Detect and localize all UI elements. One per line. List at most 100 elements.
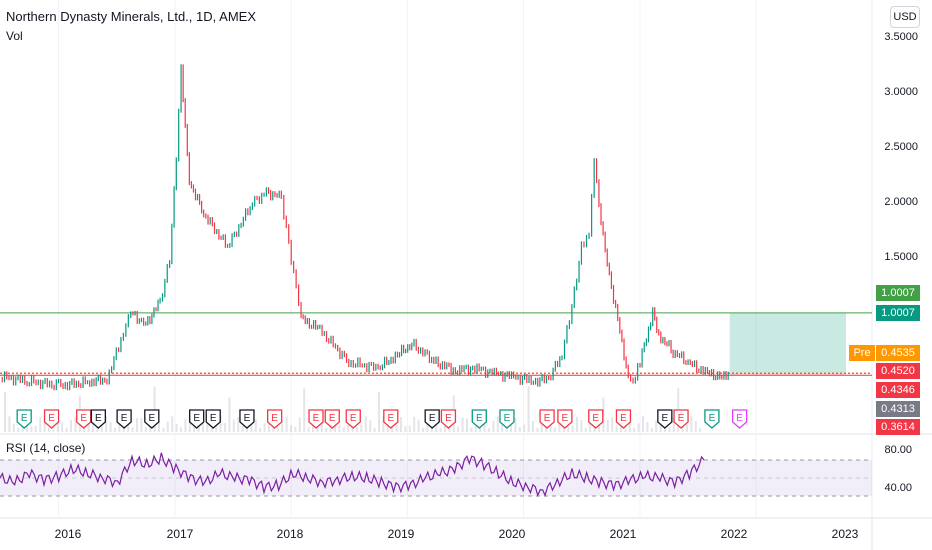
volume-bar [391,427,394,432]
volume-bar [672,417,675,432]
earnings-marker-label: E [95,413,102,424]
stop-zone [729,373,846,376]
earnings-marker-label: E [504,413,511,424]
currency-button[interactable]: USD [890,6,920,28]
volume-bar [518,426,521,432]
rsi-tick-40: 40.00 [884,482,912,494]
volume-bar [166,421,169,432]
volume-bar [386,423,389,432]
volume-bar [285,416,288,432]
volume-bar [505,426,508,432]
earnings-marker [266,409,283,429]
volume-bar [17,427,20,432]
volume-bar [655,420,658,432]
time-tick-2021: 2021 [609,527,637,541]
volume-bar [417,419,420,432]
earnings-marker-label: E [476,413,483,424]
earnings-marker-label: E [313,413,320,424]
volume-bar [184,418,187,432]
volume-bar [171,416,174,432]
time-tick-2017: 2017 [166,527,194,541]
earnings-marker-label: E [329,413,336,424]
volume-bar [404,426,407,432]
volume-bar [584,427,587,432]
volume-bar [193,426,196,432]
volume-bar [598,422,600,432]
earnings-marker-label: E [121,413,128,424]
volume-bar [118,420,121,432]
volume-bar [224,423,226,432]
volume-bar [219,416,222,432]
volume-bar [620,426,622,432]
volume-bar [237,416,240,432]
volume-bar [92,418,94,432]
volume-bar [686,424,688,432]
volume-bar [210,427,213,432]
volume-bar [202,416,204,432]
volume-bar [246,426,248,432]
volume-bar [466,418,468,432]
earnings-marker [90,409,106,429]
volume-bar [140,418,143,432]
volume-bar [439,427,442,432]
time-tick-2023: 2023 [831,527,859,541]
volume-bar [554,427,556,432]
earnings-marker-label: E [193,413,200,424]
volume-bar [373,427,376,432]
earnings-marker-label: E [562,413,569,424]
earnings-marker-label: E [661,413,668,424]
earnings-marker [383,409,399,429]
earnings-marker-label: E [244,413,251,424]
volume-bar [532,420,534,432]
earnings-marker-label: E [678,413,685,424]
volume-label: Vol [6,29,23,43]
volume-bar [180,427,182,432]
volume-bar [268,416,270,432]
volume-bar [153,386,156,432]
volume-bar [43,419,46,432]
volume-bar [408,425,411,432]
earnings-marker [673,409,689,429]
rsi-line [0,452,705,498]
volume-bar [589,422,592,432]
volume-bar [580,419,583,432]
volume-bar [325,427,328,432]
price-tag-level-green: 1.0007 [876,285,920,301]
volume-bar [259,427,262,432]
volume-bar [523,424,526,432]
rsi-tick-80: 80.00 [884,444,912,456]
volume-bar [615,425,618,432]
volume-bar [347,418,350,432]
volume-bar [536,427,539,432]
volume-bar [232,419,235,432]
earnings-marker [440,409,457,429]
volume-bar [276,427,279,432]
price-tag-close: 0.4313 [876,401,920,417]
volume-bar [488,427,490,432]
volume-bar [175,423,178,432]
earnings-marker [615,409,632,429]
volume-bar [61,422,64,432]
earnings-marker [731,409,748,429]
volume-bar [571,425,574,432]
pre-market-badge: Pre [849,345,875,361]
volume-bar [48,427,50,432]
earnings-marker-label: E [350,413,357,424]
volume-bar [382,416,385,432]
price-tick-1.5: 1.5000 [884,251,918,263]
volume-bar [549,423,552,432]
volume-bar [642,416,644,432]
volume-bar [109,421,112,432]
volume-bar [162,427,165,432]
volume-bar [127,424,130,432]
volume-bar [400,417,402,432]
volume-bar [461,417,464,432]
volume-bar [56,416,59,432]
volume-bar [492,420,495,432]
earnings-marker [588,409,604,429]
earnings-marker-label: E [709,413,716,424]
volume-bar [567,426,570,432]
earnings-marker [324,409,340,429]
volume-bar [114,427,116,432]
